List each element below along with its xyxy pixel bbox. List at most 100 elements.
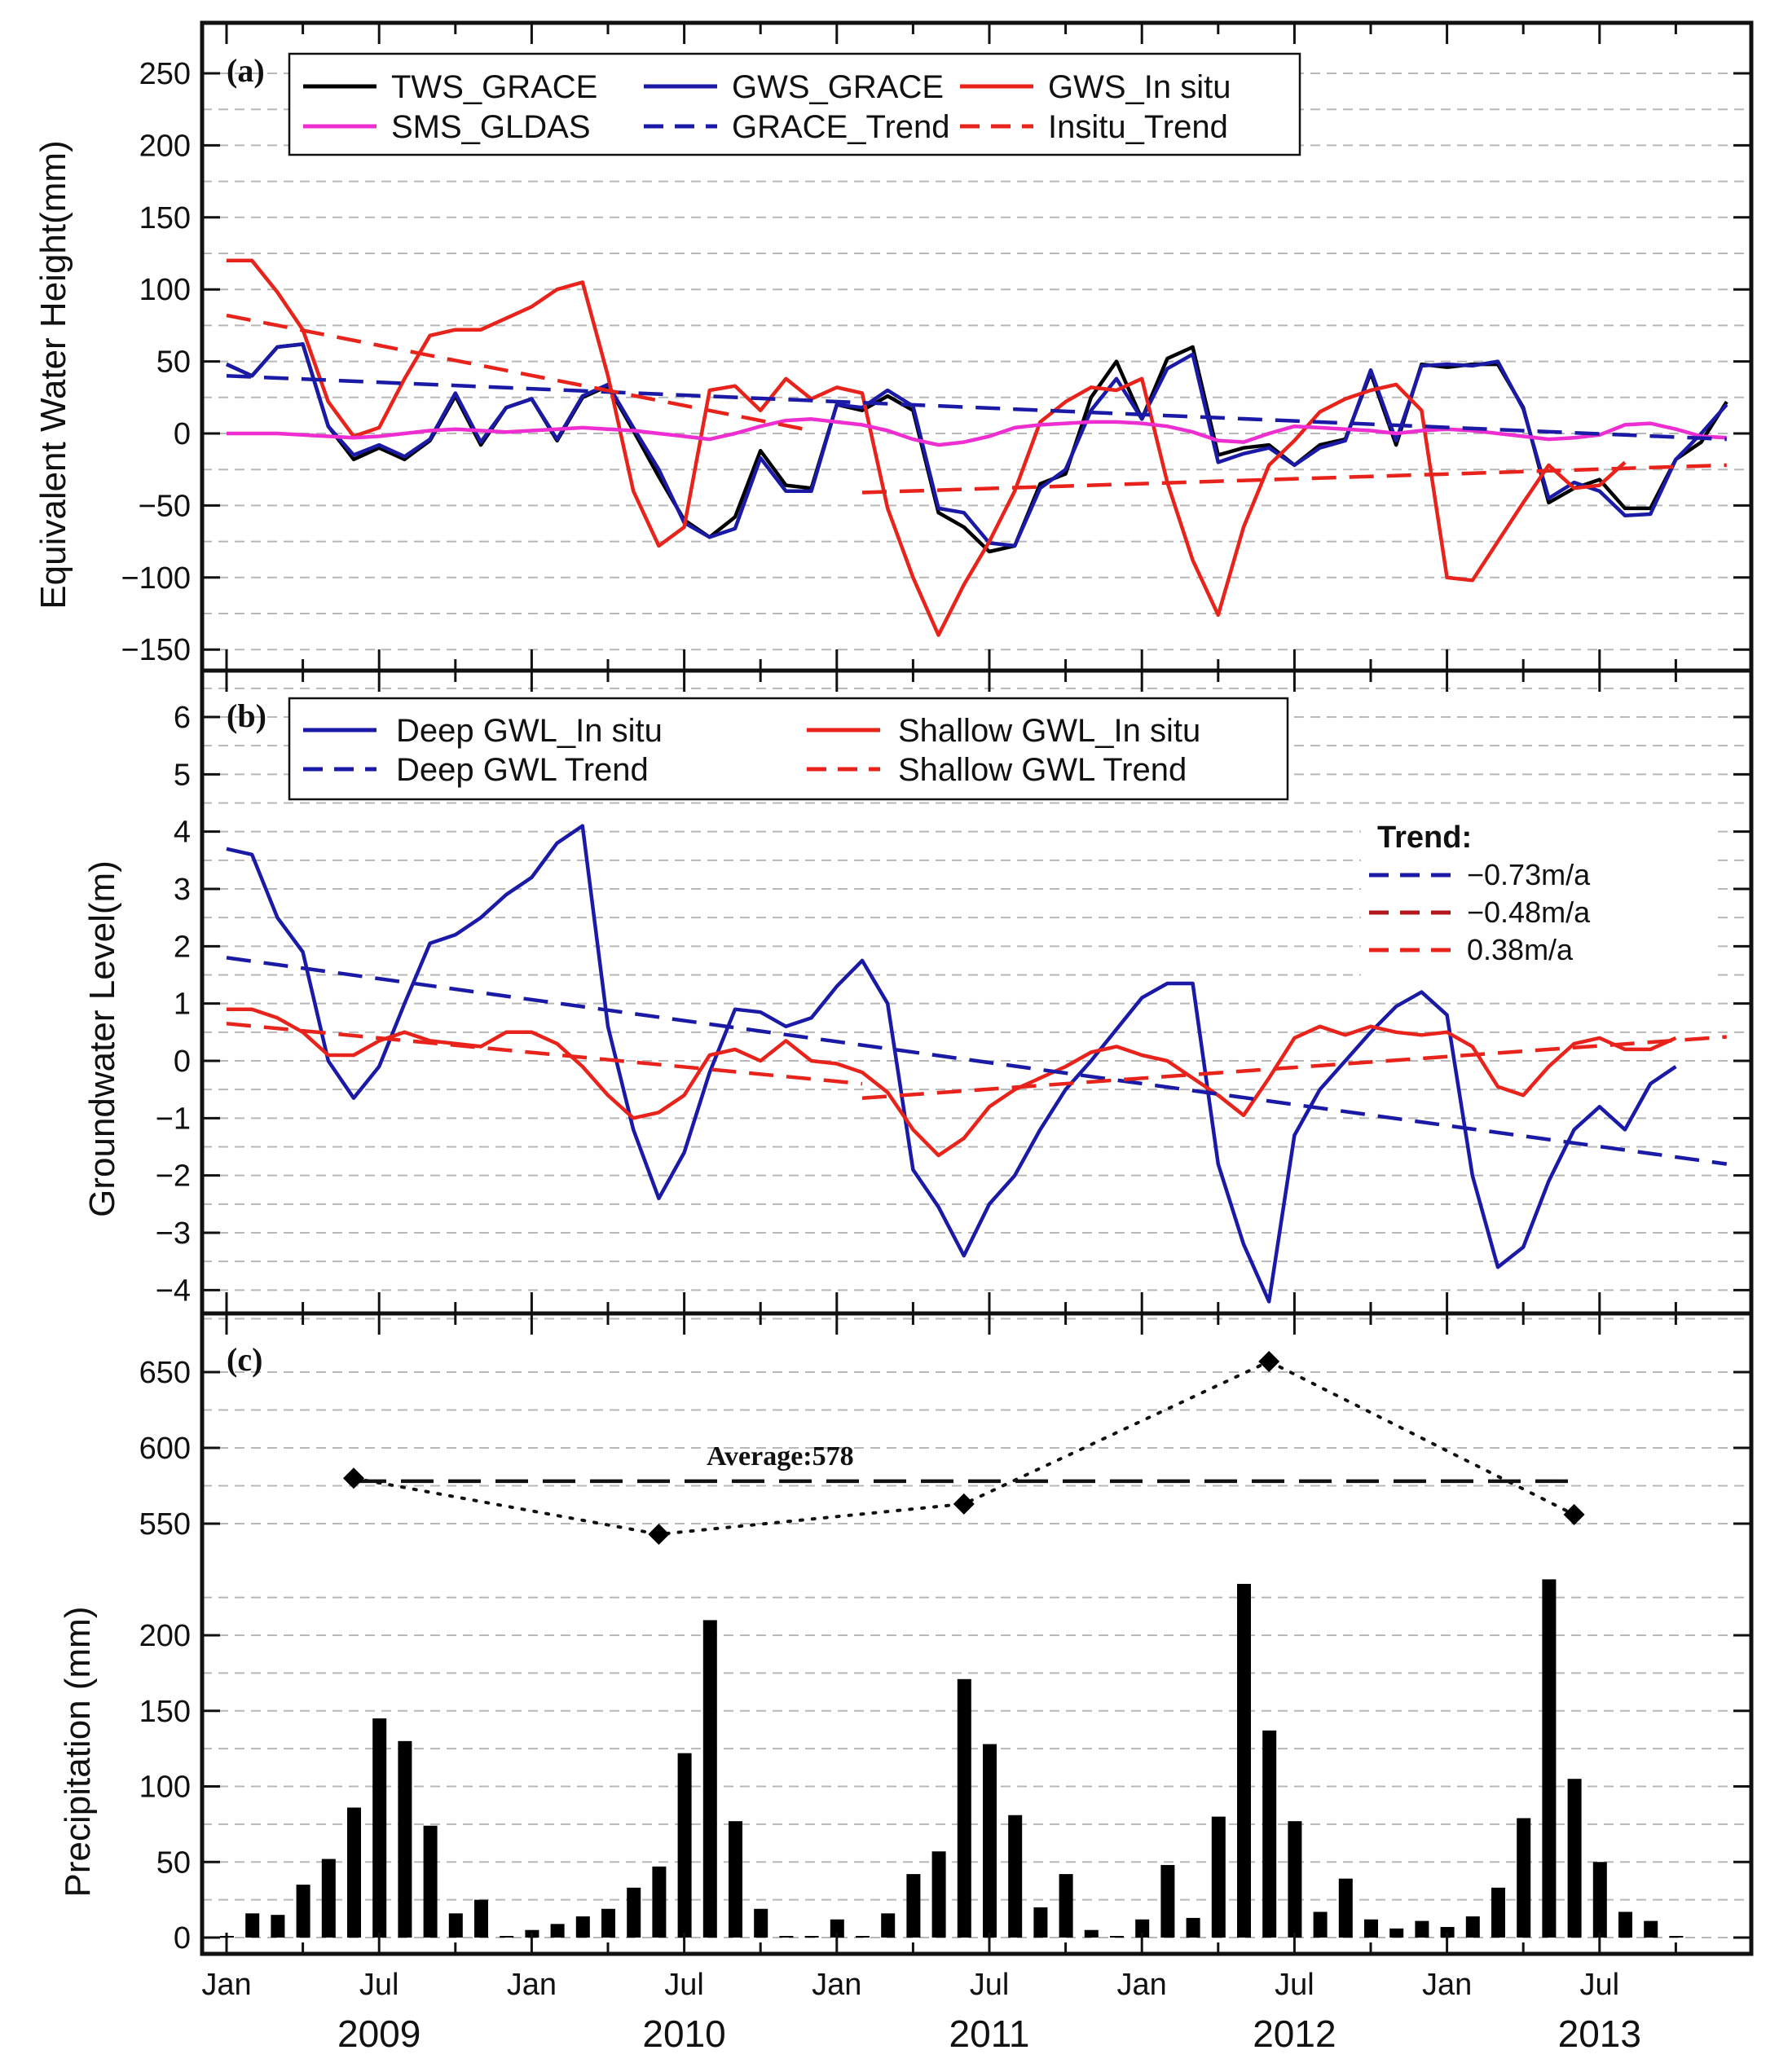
precip-bar-month-52 bbox=[1517, 1818, 1531, 1938]
precip-bar-month-45 bbox=[1338, 1878, 1353, 1938]
precip-bar-month-50 bbox=[1465, 1916, 1480, 1938]
annual-precip-marker-2013 bbox=[1563, 1503, 1585, 1525]
precip-bar-month-18 bbox=[652, 1866, 667, 1938]
panel-b-y-axis-title: Groundwater Level(m) bbox=[82, 860, 122, 1217]
panel-b-y-tick-label: −4 bbox=[156, 1274, 191, 1308]
precip-bar-month-10 bbox=[448, 1913, 463, 1938]
precip-bar-month-34 bbox=[1059, 1874, 1073, 1938]
precip-bar-month-57 bbox=[1644, 1920, 1658, 1938]
precip-bar-month-3 bbox=[271, 1915, 285, 1938]
panel-a-y-ticks: −150 −100 −50 0 50 100 150 200 250 bbox=[121, 57, 1751, 667]
precip-bar-month-53 bbox=[1542, 1579, 1557, 1938]
series-shallow-gwl-trend-segment-1 bbox=[226, 1022, 863, 1086]
x-tick-label-jan-2013: Jan bbox=[1422, 1968, 1472, 2002]
series-sms-gldas-line bbox=[227, 417, 1727, 447]
panel-b-legend-box bbox=[288, 697, 1289, 801]
precip-bar-month-58 bbox=[1669, 1936, 1684, 1938]
panel-c-annual-y-tick-label: 600 bbox=[139, 1432, 191, 1466]
panel-b-y-tick-label: −2 bbox=[156, 1159, 191, 1194]
precip-bar-month-17 bbox=[627, 1887, 641, 1938]
annual-precip-marker-2009 bbox=[343, 1467, 364, 1489]
panel-a-y-tick-label: 150 bbox=[139, 201, 191, 235]
legend-label-insitu-trend: Insitu_Trend bbox=[1048, 109, 1228, 145]
panel-b-y-tick-label: 4 bbox=[174, 816, 191, 850]
x-axis-year-labels: 2009 2010 2011 2012 2013 bbox=[337, 2013, 1641, 2055]
panel-b-y-tick-label: −1 bbox=[156, 1102, 191, 1136]
x-axis-ticks bbox=[225, 23, 1677, 1954]
x-tick-label-jan-2012: Jan bbox=[1117, 1968, 1167, 2002]
annual-precip-marker-2012 bbox=[1258, 1350, 1280, 1372]
series-insitu-trend-segment-1 bbox=[226, 313, 812, 433]
precip-bar-month-42 bbox=[1262, 1730, 1277, 1938]
precip-bar-month-2 bbox=[245, 1913, 260, 1938]
precip-bar-month-51 bbox=[1491, 1887, 1505, 1938]
precip-bar-month-12 bbox=[500, 1936, 514, 1938]
precip-bar-month-33 bbox=[1033, 1907, 1048, 1938]
panel-b-y-ticks: −4 −3 −2 −1 0 1 2 3 4 5 6 bbox=[156, 701, 1751, 1308]
panel-a-y-tick-label: 200 bbox=[139, 129, 191, 163]
average-label: Average:578 bbox=[707, 1441, 854, 1472]
panel-a-y-tick-label: 100 bbox=[139, 273, 191, 307]
panel-a-y-axis-title: Equivalent Water Height(mm) bbox=[33, 140, 73, 609]
panel-b-y-tick-label: 2 bbox=[174, 930, 191, 964]
precip-bar-month-40 bbox=[1211, 1816, 1226, 1938]
precip-bar-month-8 bbox=[398, 1740, 412, 1938]
panel-b-y-tick-label: 6 bbox=[174, 701, 191, 735]
panel-c-monthly-bars bbox=[220, 1579, 1684, 1938]
precip-bar-month-29 bbox=[931, 1851, 946, 1938]
precip-bar-month-25 bbox=[830, 1919, 844, 1938]
legend-label-shallow-gwl-trend: Shallow GWL Trend bbox=[898, 752, 1187, 788]
panel-a-y-tick-label: −50 bbox=[139, 489, 191, 523]
year-label-2010: 2010 bbox=[642, 2013, 725, 2055]
x-tick-label-jul-2009: Jul bbox=[359, 1968, 399, 2002]
panel-c-annual-precipitation bbox=[343, 1350, 1585, 1546]
precip-bar-month-9 bbox=[423, 1825, 438, 1938]
panel-b-label: (b) bbox=[227, 697, 266, 734]
x-tick-label-jan-2010: Jan bbox=[507, 1968, 557, 2002]
panel-a-label: (a) bbox=[227, 52, 265, 89]
precip-bar-month-21 bbox=[729, 1821, 742, 1938]
year-label-2013: 2013 bbox=[1558, 2013, 1641, 2055]
precip-bar-month-16 bbox=[601, 1908, 615, 1938]
series-deep-gwl-trend-line bbox=[226, 956, 1728, 1166]
panel-c-annual-y-tick-label: 650 bbox=[139, 1356, 191, 1390]
year-label-2009: 2009 bbox=[337, 2013, 421, 2055]
legend-label-gws-grace: GWS_GRACE bbox=[732, 69, 944, 105]
trend-value-shallow-1: −0.48m/a bbox=[1467, 895, 1591, 929]
panel-a-y-tick-label: −150 bbox=[121, 633, 191, 667]
series-gws-in-situ-line bbox=[227, 258, 1627, 637]
panel-c-bars-y-tick-label: 150 bbox=[139, 1695, 191, 1729]
panel-a-legend-box bbox=[288, 52, 1301, 156]
precip-bar-month-24 bbox=[804, 1936, 819, 1938]
precip-bar-month-37 bbox=[1135, 1919, 1150, 1938]
precip-bar-month-31 bbox=[983, 1744, 997, 1938]
panel-c-y-axis-title: Precipitation (mm) bbox=[58, 1607, 98, 1898]
panel-c-annual-y-tick-label: 550 bbox=[139, 1507, 191, 1542]
precip-bar-month-30 bbox=[957, 1678, 971, 1938]
panel-c-label: (c) bbox=[227, 1341, 262, 1378]
legend-label-grace-trend: GRACE_Trend bbox=[732, 109, 950, 145]
series-deep-gwl-in-situ-line bbox=[226, 824, 1677, 1304]
annual-precip-dotted-line bbox=[352, 1359, 1576, 1537]
outer-frame bbox=[200, 20, 1754, 1956]
precip-bar-month-28 bbox=[906, 1874, 921, 1938]
precip-bar-month-5 bbox=[321, 1859, 336, 1938]
series-gws-grace-line bbox=[226, 342, 1728, 548]
precip-bar-month-20 bbox=[702, 1620, 717, 1938]
panel-a-y-tick-label: 250 bbox=[139, 57, 191, 91]
precip-bar-month-46 bbox=[1364, 1919, 1378, 1938]
legend-label-deep-gwl-trend: Deep GWL Trend bbox=[396, 752, 649, 788]
series-shallow-gwl-trend-segment-2 bbox=[861, 1035, 1727, 1100]
x-axis: Jan Jul Jan Jul Jan Jul Jan Jul Jan Jul … bbox=[201, 23, 1677, 2055]
precip-bar-month-47 bbox=[1389, 1928, 1404, 1938]
precip-bar-month-56 bbox=[1618, 1911, 1632, 1938]
year-label-2012: 2012 bbox=[1253, 2013, 1336, 2055]
panel-b: −4 −3 −2 −1 0 1 2 3 4 5 6 (b) Groundwater Level(m)… bbox=[82, 687, 1751, 1320]
panel-c-bars-y-tick-label: 100 bbox=[139, 1771, 191, 1805]
x-axis-tick-labels: Jan Jul Jan Jul Jan Jul Jan Jul Jan Jul bbox=[201, 1968, 1619, 2002]
panel-a-y-tick-label: 50 bbox=[156, 345, 191, 380]
precip-bar-month-43 bbox=[1288, 1821, 1302, 1938]
x-tick-label-jan-2009: Jan bbox=[201, 1968, 251, 2002]
